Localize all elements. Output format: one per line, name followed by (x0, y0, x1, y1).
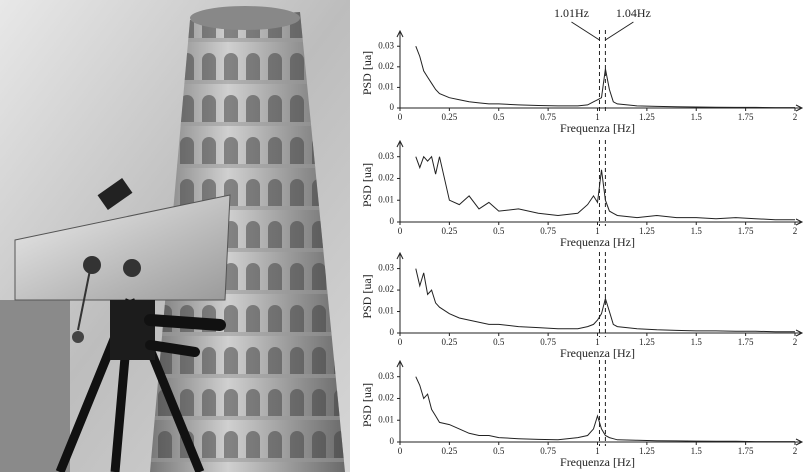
y-tick-label: 0 (390, 102, 395, 112)
x-axis-label: Frequenza [Hz] (560, 121, 635, 135)
x-axis-label: Frequenza [Hz] (560, 235, 635, 249)
y-tick-label: 0.03 (378, 263, 394, 273)
x-tick-label: 0 (398, 226, 403, 236)
x-tick-label: 0.5 (493, 112, 505, 122)
x-tick-label: 0.5 (493, 226, 505, 236)
y-tick-label: 0.02 (378, 284, 394, 294)
y-axis (396, 29, 404, 108)
x-tick-label: 1.75 (738, 112, 754, 122)
annotation: 1.04Hz (616, 6, 651, 20)
x-tick-label: 1.75 (738, 446, 754, 456)
x-tick-label: 0 (398, 112, 403, 122)
y-tick-label: 0 (390, 216, 395, 226)
x-tick-label: 1.5 (691, 112, 703, 122)
y-tick-label: 0.03 (378, 40, 394, 50)
y-tick-label: 0.02 (378, 173, 394, 183)
x-tick-label: 2 (793, 337, 798, 347)
y-tick-label: 0.01 (378, 194, 394, 204)
x-tick-label: 0 (398, 337, 403, 347)
x-tick-label: 1.75 (738, 337, 754, 347)
psd-line (415, 268, 795, 333)
x-tick-label: 1 (595, 337, 600, 347)
psd-line (415, 155, 795, 221)
x-tick-label: 1.25 (639, 337, 655, 347)
y-axis-label: PSD [ua] (360, 51, 374, 95)
x-tick-label: 0 (398, 446, 403, 456)
x-axis-label: Frequenza [Hz] (560, 346, 635, 360)
y-tick-label: 0.03 (378, 371, 394, 381)
y-axis-label: PSD [ua] (360, 163, 374, 207)
x-tick-label: 0.5 (493, 337, 505, 347)
y-tick-label: 0.01 (378, 306, 394, 316)
x-tick-label: 0.75 (540, 337, 556, 347)
y-axis-label: PSD [ua] (360, 383, 374, 427)
photo (0, 0, 350, 472)
x-tick-label: 2 (793, 226, 798, 236)
x-tick-label: 1.75 (738, 226, 754, 236)
x-tick-label: 2 (793, 112, 798, 122)
y-tick-label: 0.02 (378, 61, 394, 71)
x-tick-label: 1.25 (639, 446, 655, 456)
x-tick-label: 1.5 (691, 226, 703, 236)
y-axis (396, 251, 404, 333)
x-tick-label: 1.5 (691, 337, 703, 347)
x-tick-label: 1.25 (639, 226, 655, 236)
y-tick-label: 0.03 (378, 151, 394, 161)
y-tick-label: 0.02 (378, 393, 394, 403)
x-axis (400, 329, 804, 337)
annotation-arrow (571, 21, 600, 41)
annotation: 1.01Hz (554, 6, 589, 20)
x-tick-label: 0.75 (540, 226, 556, 236)
x-tick-label: 0.75 (540, 446, 556, 456)
annotation-arrow (605, 21, 634, 41)
y-tick-label: 0 (390, 436, 395, 446)
x-tick-label: 0.25 (442, 112, 458, 122)
x-tick-label: 1 (595, 226, 600, 236)
x-tick-label: 1 (595, 112, 600, 122)
x-tick-label: 0.5 (493, 446, 505, 456)
x-tick-label: 1 (595, 446, 600, 456)
y-tick-label: 0.01 (378, 81, 394, 91)
x-tick-label: 0.25 (442, 226, 458, 236)
y-axis-label: PSD [ua] (360, 274, 374, 318)
x-axis-label: Frequenza [Hz] (560, 455, 635, 469)
x-axis (400, 438, 804, 446)
x-tick-label: 2 (793, 446, 798, 456)
y-axis (396, 359, 404, 442)
x-tick-label: 0.25 (442, 337, 458, 347)
psd-line (415, 376, 795, 443)
x-tick-label: 1.25 (639, 112, 655, 122)
x-axis (400, 218, 804, 226)
x-tick-label: 0.75 (540, 112, 556, 122)
psd-line (415, 46, 795, 109)
x-axis (400, 104, 804, 112)
y-tick-label: 0.01 (378, 414, 394, 424)
x-tick-label: 0.25 (442, 446, 458, 456)
y-tick-label: 0 (390, 327, 395, 337)
x-tick-label: 1.5 (691, 446, 703, 456)
y-axis (396, 139, 404, 222)
